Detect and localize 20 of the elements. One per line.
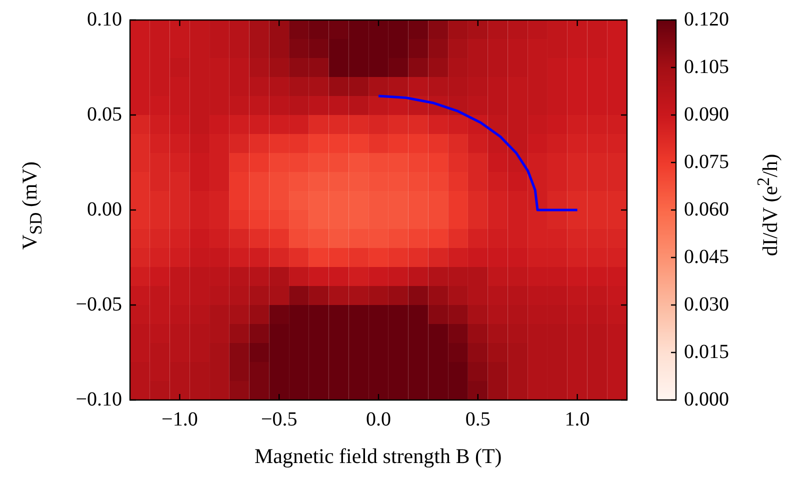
color-bar-label: 0.105 bbox=[684, 56, 729, 78]
y-tick-label: −0.05 bbox=[76, 293, 122, 316]
color-bar-label: 0.090 bbox=[684, 103, 729, 126]
x-tick-label: −0.5 bbox=[260, 408, 298, 430]
color-bar-label: 0.045 bbox=[684, 246, 729, 268]
y-tick-label: 0.00 bbox=[87, 198, 122, 220]
x-tick-label: −1.0 bbox=[162, 408, 198, 430]
y-tick-label: −0.10 bbox=[76, 388, 122, 410]
color-bar-label: 0.015 bbox=[684, 340, 729, 363]
x-tick-label: 1.0 bbox=[564, 408, 590, 430]
color-bar-label: 0.060 bbox=[684, 198, 729, 220]
x-tick-label: 0.5 bbox=[465, 408, 490, 430]
color-bar-label: 0.075 bbox=[684, 150, 729, 173]
color-bar-label: 0.030 bbox=[684, 293, 729, 316]
color-bar-label: 0.000 bbox=[684, 388, 729, 410]
y-tick-label: 0.10 bbox=[87, 8, 122, 30]
x-axis-title: Magnetic field strength B (T) bbox=[254, 444, 502, 469]
y-tick-label: 0.05 bbox=[87, 103, 122, 126]
color-bar-label: 0.120 bbox=[684, 8, 729, 30]
x-tick-label: 0.0 bbox=[366, 408, 391, 430]
